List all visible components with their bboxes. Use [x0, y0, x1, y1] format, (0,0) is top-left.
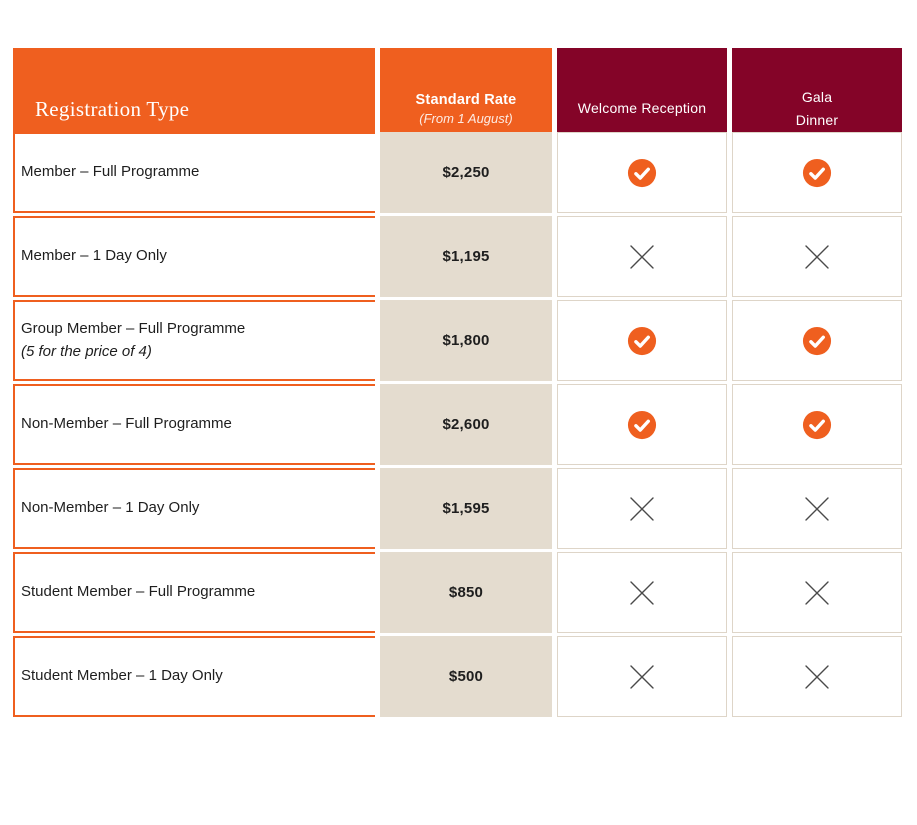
registration-type-label: Student Member – 1 Day Only — [21, 667, 223, 685]
registration-pricing-table: Registration Type Standard Rate (From 1 … — [13, 48, 902, 717]
x-icon — [628, 663, 656, 691]
registration-type-cell: Student Member – 1 Day Only — [13, 636, 375, 717]
x-icon — [628, 579, 656, 607]
gala-dinner-cell — [732, 468, 902, 549]
welcome-reception-cell — [557, 300, 727, 381]
standard-rate-cell: $1,800 — [380, 300, 552, 381]
header-standard-rate-title: Standard Rate — [415, 92, 517, 108]
registration-type-label: Non-Member – 1 Day Only — [21, 499, 200, 517]
standard-rate-cell: $2,600 — [380, 384, 552, 465]
registration-type-cell: Non-Member – 1 Day Only — [13, 468, 375, 549]
check-icon — [802, 158, 832, 188]
registration-type-cell: Student Member – Full Programme — [13, 552, 375, 633]
gala-dinner-cell — [732, 552, 902, 633]
check-icon — [627, 158, 657, 188]
header-standard-rate-subtitle: (From 1 August) — [419, 111, 513, 126]
header-registration-type-label: Registration Type — [35, 96, 190, 121]
check-icon — [627, 326, 657, 356]
welcome-reception-cell — [557, 468, 727, 549]
registration-type-cell: Member – 1 Day Only — [13, 216, 375, 297]
registration-type-label: Student Member – Full Programme — [21, 583, 256, 601]
gala-dinner-cell — [732, 300, 902, 381]
x-icon — [803, 579, 831, 607]
standard-rate-cell: $1,195 — [380, 216, 552, 297]
registration-type-label: Member – Full Programme — [21, 163, 200, 181]
welcome-reception-cell — [557, 132, 727, 213]
standard-rate-cell: $850 — [380, 552, 552, 633]
registration-type-label: Member – 1 Day Only — [21, 247, 167, 265]
registration-type-cell: Group Member – Full Programme (5 for the… — [13, 300, 375, 381]
welcome-reception-cell — [557, 636, 727, 717]
welcome-reception-cell — [557, 384, 727, 465]
standard-rate-cell: $500 — [380, 636, 552, 717]
registration-type-cell: Non-Member – Full Programme — [13, 384, 375, 465]
registration-type-note: (5 for the price of 4) — [21, 342, 152, 360]
welcome-reception-cell — [557, 216, 727, 297]
x-icon — [803, 243, 831, 271]
registration-type-label: Group Member – Full Programme — [21, 320, 246, 337]
registration-type-cell: Member – Full Programme — [13, 132, 375, 213]
check-icon — [802, 326, 832, 356]
welcome-reception-cell — [557, 552, 727, 633]
header-welcome-reception-label: Welcome Reception — [577, 100, 707, 117]
x-icon — [803, 663, 831, 691]
header-gala-dinner-label: Gala Dinner — [795, 88, 839, 128]
gala-dinner-cell — [732, 132, 902, 213]
check-icon — [627, 410, 657, 440]
check-icon — [802, 410, 832, 440]
gala-dinner-cell — [732, 216, 902, 297]
x-icon — [628, 495, 656, 523]
registration-type-label: Non-Member – Full Programme — [21, 415, 232, 433]
x-icon — [628, 243, 656, 271]
standard-rate-cell: $1,595 — [380, 468, 552, 549]
x-icon — [803, 495, 831, 523]
gala-dinner-cell — [732, 636, 902, 717]
gala-dinner-cell — [732, 384, 902, 465]
standard-rate-cell: $2,250 — [380, 132, 552, 213]
